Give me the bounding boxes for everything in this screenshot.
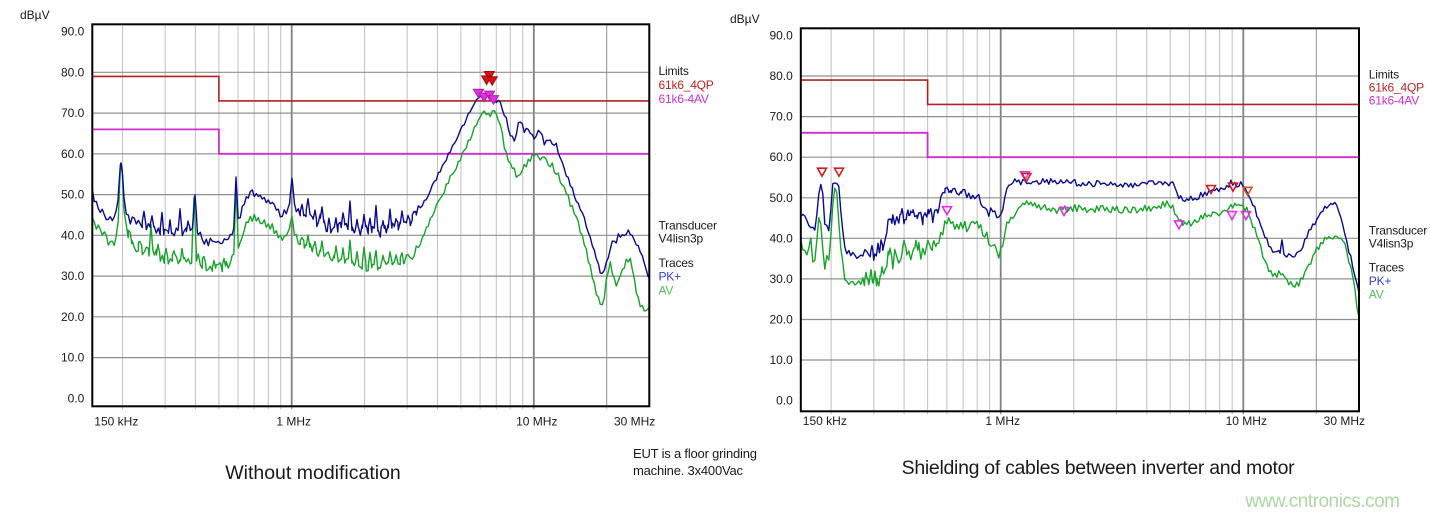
svg-text:30 MHz: 30 MHz — [1324, 414, 1365, 428]
svg-text:Traces: Traces — [1369, 261, 1404, 275]
svg-text:Transducer: Transducer — [1369, 224, 1427, 238]
svg-text:0.0: 0.0 — [776, 394, 793, 408]
svg-text:EUT is a floor grinding: EUT is a floor grinding — [633, 446, 757, 461]
svg-text:V4lisn3p: V4lisn3p — [659, 232, 704, 246]
svg-text:0.0: 0.0 — [68, 391, 85, 405]
svg-text:30 MHz: 30 MHz — [614, 415, 655, 429]
svg-text:30.0: 30.0 — [769, 272, 793, 286]
svg-text:Limits: Limits — [1369, 68, 1399, 82]
svg-text:61k6_4QP: 61k6_4QP — [659, 78, 714, 92]
svg-text:61k6_4QP: 61k6_4QP — [1369, 81, 1424, 95]
svg-text:V4lisn3p: V4lisn3p — [1369, 237, 1414, 251]
svg-text:80.0: 80.0 — [769, 69, 793, 83]
svg-text:10.0: 10.0 — [61, 351, 85, 365]
svg-text:AV: AV — [1369, 288, 1384, 302]
svg-text:61k6-4AV: 61k6-4AV — [1369, 94, 1419, 108]
svg-text:dBµV: dBµV — [20, 8, 50, 22]
svg-text:150 kHz: 150 kHz — [94, 415, 138, 429]
svg-text:80.0: 80.0 — [61, 65, 85, 79]
svg-text:Without modification: Without modification — [225, 462, 401, 484]
svg-text:40.0: 40.0 — [769, 231, 793, 245]
svg-text:PK+: PK+ — [659, 270, 682, 284]
svg-text:AV: AV — [659, 284, 674, 298]
svg-text:PK+: PK+ — [1369, 274, 1392, 288]
svg-text:Shielding of cables between in: Shielding of cables between inverter and… — [902, 457, 1295, 479]
svg-text:50.0: 50.0 — [769, 191, 793, 205]
svg-text:10 MHz: 10 MHz — [516, 415, 557, 429]
svg-text:60.0: 60.0 — [61, 147, 85, 161]
svg-text:30.0: 30.0 — [61, 269, 85, 283]
svg-text:Limits: Limits — [659, 64, 689, 78]
svg-text:1 MHz: 1 MHz — [276, 415, 311, 429]
svg-text:Transducer: Transducer — [659, 219, 717, 233]
svg-text:Traces: Traces — [659, 256, 694, 270]
svg-text:70.0: 70.0 — [61, 106, 85, 120]
svg-text:dBµV: dBµV — [730, 12, 760, 26]
svg-text:40.0: 40.0 — [61, 228, 85, 242]
svg-text:1 MHz: 1 MHz — [985, 414, 1020, 428]
svg-text:50.0: 50.0 — [61, 188, 85, 202]
svg-text:www.cntronics.com: www.cntronics.com — [1244, 491, 1399, 512]
svg-text:20.0: 20.0 — [769, 313, 793, 327]
svg-text:10.0: 10.0 — [769, 353, 793, 367]
svg-text:70.0: 70.0 — [769, 110, 793, 124]
svg-text:61k6-4AV: 61k6-4AV — [659, 92, 709, 106]
svg-text:20.0: 20.0 — [61, 310, 85, 324]
svg-text:60.0: 60.0 — [769, 150, 793, 164]
svg-text:machine. 3x400Vac: machine. 3x400Vac — [633, 463, 744, 478]
svg-text:10 MHz: 10 MHz — [1226, 414, 1267, 428]
svg-text:150 kHz: 150 kHz — [803, 414, 847, 428]
svg-text:90.0: 90.0 — [769, 29, 793, 43]
svg-text:90.0: 90.0 — [61, 25, 85, 39]
